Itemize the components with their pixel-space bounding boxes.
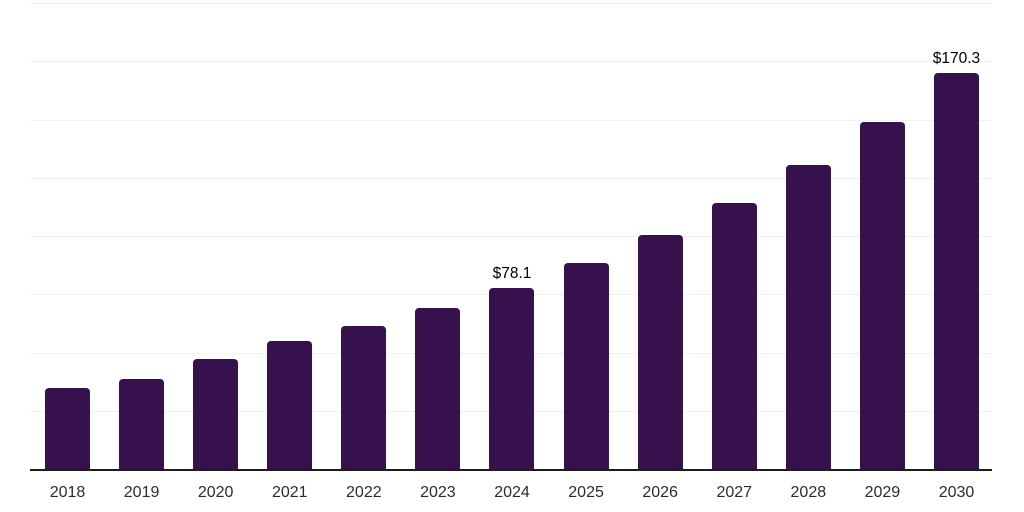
bar-2020 bbox=[193, 359, 239, 470]
x-tick-2025: 2025 bbox=[568, 484, 604, 501]
bar-2018 bbox=[45, 387, 90, 470]
x-tick-2024: 2024 bbox=[494, 484, 530, 501]
gridline-200 bbox=[30, 3, 992, 4]
x-tick-2020: 2020 bbox=[197, 484, 234, 501]
bar-2026 bbox=[637, 235, 683, 470]
bar-2022 bbox=[341, 326, 387, 470]
x-tick-2028: 2028 bbox=[790, 484, 827, 501]
x-tick-2022: 2022 bbox=[346, 484, 382, 501]
gridline-175 bbox=[30, 61, 992, 63]
gridline-150 bbox=[30, 119, 992, 121]
bar-2027 bbox=[711, 203, 757, 470]
gridline-125 bbox=[30, 177, 992, 179]
x-tick-2018: 2018 bbox=[49, 484, 86, 501]
bar-2028 bbox=[785, 165, 831, 470]
bar-2024 bbox=[489, 288, 535, 470]
x-axis-line bbox=[30, 469, 992, 471]
bar-2019 bbox=[119, 379, 165, 470]
x-tick-2027: 2027 bbox=[716, 484, 753, 501]
bar-2021 bbox=[267, 340, 313, 470]
gridline-100 bbox=[30, 236, 992, 237]
x-tick-2030: 2030 bbox=[938, 484, 975, 501]
value-label-2024: $78.1 bbox=[492, 265, 532, 283]
value-label-2030: $170.3 bbox=[932, 50, 981, 68]
x-tick-2021: 2021 bbox=[271, 484, 308, 501]
bar-2029 bbox=[859, 122, 905, 470]
bar-2025 bbox=[563, 263, 609, 470]
x-tick-2026: 2026 bbox=[642, 484, 678, 501]
plot-area: $78.1 $170.3 bbox=[30, 3, 992, 470]
bar-2023 bbox=[415, 308, 461, 470]
x-tick-2019: 2019 bbox=[123, 484, 160, 501]
x-tick-2029: 2029 bbox=[864, 484, 901, 501]
x-tick-2023: 2023 bbox=[420, 484, 456, 501]
bar-2030 bbox=[933, 73, 979, 470]
